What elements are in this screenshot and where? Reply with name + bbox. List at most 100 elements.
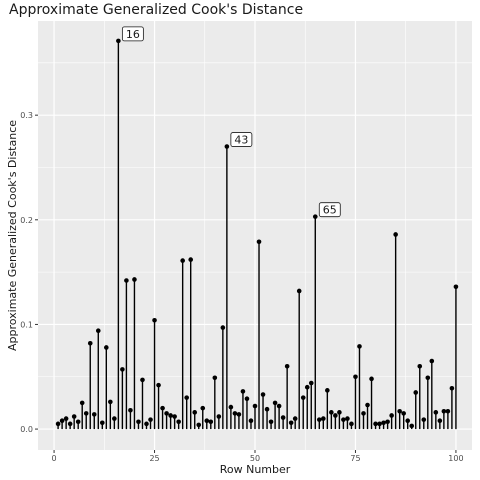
point-row-97 <box>441 408 447 414</box>
point-row-14 <box>108 399 113 405</box>
point-row-4 <box>67 421 73 427</box>
point-row-34 <box>188 257 194 262</box>
point-row-7 <box>79 400 85 406</box>
point-row-83 <box>385 419 390 425</box>
point-row-56 <box>276 403 282 409</box>
point-row-98 <box>445 408 451 414</box>
point-row-87 <box>401 411 406 416</box>
point-row-78 <box>365 402 370 408</box>
point-row-91 <box>417 363 423 369</box>
x-tick-label: 100 <box>448 454 463 463</box>
x-tick-label: 25 <box>149 454 159 463</box>
point-row-82 <box>381 420 386 426</box>
y-axis-ticks: 0.0 0.1 0.2 0.3 <box>20 111 38 434</box>
point-row-85 <box>393 232 398 237</box>
point-row-41 <box>216 414 222 419</box>
point-row-65 <box>312 214 318 219</box>
point-row-10 <box>91 412 97 417</box>
point-row-79 <box>369 376 374 382</box>
annotation-box <box>121 26 144 42</box>
point-row-89 <box>409 423 415 429</box>
point-row-38 <box>204 418 210 424</box>
point-row-71 <box>337 410 342 415</box>
point-row-59 <box>288 420 294 426</box>
point-row-66 <box>316 417 322 422</box>
point-row-28 <box>164 411 169 416</box>
point-row-27 <box>160 405 165 411</box>
point-row-1 <box>55 421 61 427</box>
point-row-52 <box>260 392 266 397</box>
point-row-95 <box>433 410 439 415</box>
point-row-94 <box>429 358 435 364</box>
x-axis-ticks: 0 25 50 75 100 <box>52 450 464 463</box>
point-row-84 <box>389 413 394 418</box>
y-tick-label: 0.2 <box>20 216 33 225</box>
y-tick-label: 0.0 <box>20 425 33 434</box>
point-row-30 <box>172 414 177 419</box>
point-row-24 <box>148 417 153 422</box>
point-row-2 <box>59 418 65 424</box>
annotation-row-43: 43 <box>230 132 253 147</box>
point-row-5 <box>71 414 77 419</box>
point-row-63 <box>304 384 310 390</box>
point-row-48 <box>244 396 250 402</box>
point-row-15 <box>112 416 117 421</box>
point-row-11 <box>95 328 101 334</box>
annotation-box <box>318 202 341 218</box>
point-row-31 <box>176 419 181 425</box>
point-row-29 <box>168 413 173 418</box>
point-row-36 <box>196 422 202 428</box>
annotation-label: 65 <box>323 204 337 217</box>
point-row-20 <box>132 277 137 282</box>
point-row-54 <box>268 419 274 425</box>
annotation-label: 43 <box>234 134 248 147</box>
point-row-88 <box>405 418 411 424</box>
point-row-3 <box>63 416 69 421</box>
y-tick-label: 0.3 <box>20 111 33 120</box>
point-row-60 <box>292 416 298 421</box>
point-row-62 <box>300 395 306 400</box>
point-row-22 <box>140 377 145 383</box>
point-row-8 <box>83 411 89 416</box>
annotation-label: 16 <box>126 28 140 41</box>
point-row-26 <box>156 382 161 388</box>
point-row-16 <box>116 38 121 44</box>
point-row-21 <box>136 419 141 425</box>
point-row-53 <box>264 406 270 412</box>
point-row-77 <box>361 411 366 416</box>
point-row-75 <box>353 374 358 380</box>
point-row-99 <box>449 385 455 391</box>
point-row-70 <box>333 413 338 418</box>
point-row-55 <box>272 400 278 406</box>
annotation-box <box>230 132 253 147</box>
point-row-45 <box>232 411 238 416</box>
annotation-row-16: 16 <box>121 26 144 42</box>
point-row-68 <box>325 388 330 393</box>
point-row-44 <box>228 404 234 410</box>
point-row-37 <box>200 405 206 411</box>
point-row-58 <box>284 363 290 369</box>
point-row-67 <box>321 416 326 421</box>
point-row-57 <box>280 415 286 420</box>
point-row-18 <box>124 278 129 283</box>
point-row-81 <box>377 421 382 427</box>
point-row-61 <box>296 288 302 294</box>
point-row-73 <box>345 416 350 421</box>
x-tick-label: 0 <box>52 454 57 463</box>
point-row-49 <box>248 418 254 424</box>
point-row-17 <box>120 367 125 372</box>
point-row-25 <box>152 317 157 323</box>
point-row-51 <box>256 239 262 245</box>
point-row-12 <box>99 420 105 426</box>
y-tick-label: 0.1 <box>20 320 33 329</box>
lollipop-points <box>55 38 459 429</box>
point-row-50 <box>252 403 258 409</box>
point-row-74 <box>349 421 354 427</box>
point-row-19 <box>128 407 133 413</box>
point-row-32 <box>180 258 185 263</box>
point-row-64 <box>308 380 314 386</box>
point-row-35 <box>192 410 198 415</box>
point-row-76 <box>357 344 362 349</box>
point-row-23 <box>144 421 149 427</box>
